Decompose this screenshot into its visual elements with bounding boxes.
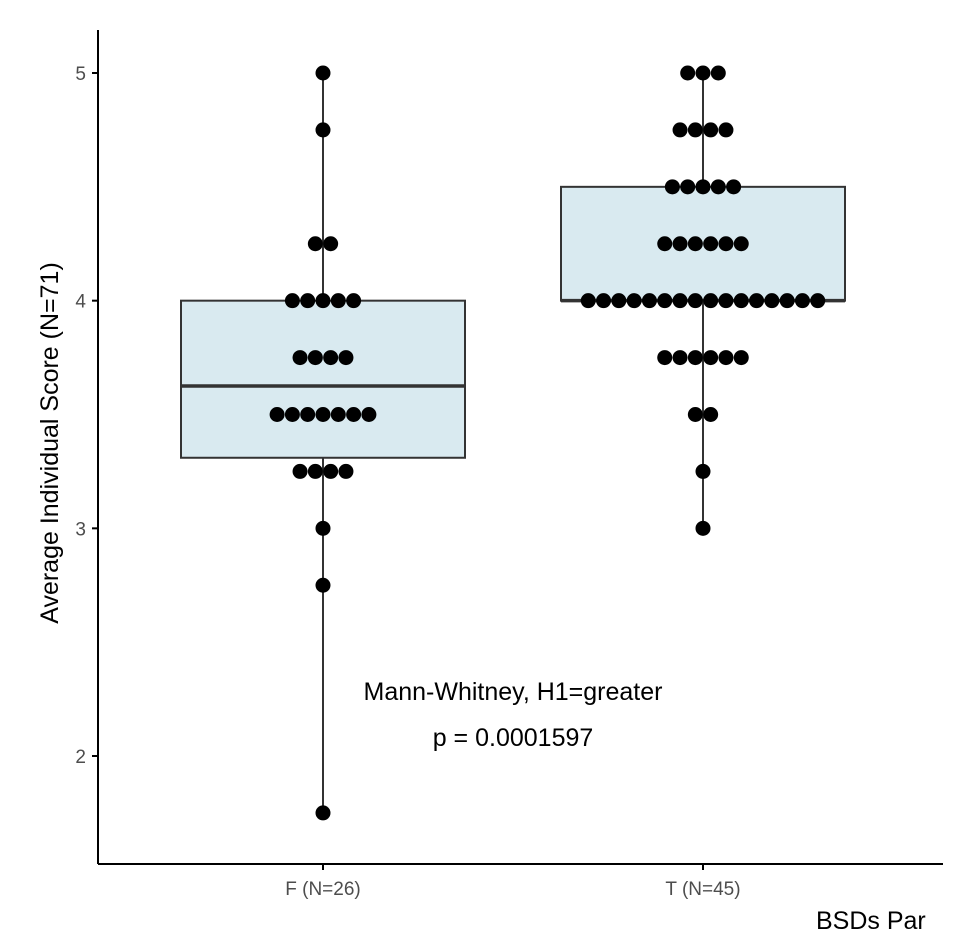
data-point: [657, 293, 673, 309]
box-f: [180, 299, 466, 459]
y-axis-title: Average Individual Score (N=71): [36, 262, 64, 624]
data-point: [703, 236, 719, 252]
data-point: [687, 350, 703, 366]
data-point: [703, 293, 719, 309]
data-point: [641, 293, 657, 309]
data-point: [733, 350, 749, 366]
data-point: [710, 179, 726, 195]
data-point: [680, 65, 696, 81]
data-point: [718, 236, 734, 252]
data-point: [695, 179, 711, 195]
data-point: [323, 463, 339, 479]
data-point: [323, 236, 339, 252]
y-tick-label: 5: [75, 64, 86, 85]
annotation-line-1: Mann-Whitney, H1=greater: [364, 678, 663, 706]
data-point: [307, 236, 323, 252]
y-tick-label: 3: [75, 519, 86, 540]
data-point: [307, 463, 323, 479]
data-point: [680, 179, 696, 195]
data-point: [284, 407, 300, 423]
data-point: [733, 293, 749, 309]
data-point: [726, 179, 742, 195]
data-point: [611, 293, 627, 309]
data-point: [733, 236, 749, 252]
data-point: [338, 350, 354, 366]
y-tick-label: 2: [75, 747, 86, 768]
data-point: [315, 65, 331, 81]
data-point: [718, 350, 734, 366]
data-point: [307, 350, 323, 366]
data-point: [292, 463, 308, 479]
data-point: [695, 520, 711, 536]
dots-layer: [269, 65, 826, 821]
data-point: [672, 122, 688, 138]
data-point: [749, 293, 765, 309]
data-point: [657, 350, 673, 366]
data-point: [330, 293, 346, 309]
data-point: [323, 350, 339, 366]
data-point: [703, 350, 719, 366]
labels-layer: Mann-Whitney, H1=greater p = 0.0001597 B…: [36, 262, 926, 935]
data-point: [695, 463, 711, 479]
data-point: [710, 65, 726, 81]
axes-layer: 2 3 4 5 F (N=26) T (N=45): [75, 30, 943, 900]
data-point: [315, 805, 331, 821]
data-point: [338, 463, 354, 479]
data-point: [695, 65, 711, 81]
data-point: [346, 407, 362, 423]
x-axis-title: BSDs Par: [816, 907, 926, 935]
data-point: [687, 122, 703, 138]
data-point: [315, 407, 331, 423]
annotation-line-2: p = 0.0001597: [433, 724, 594, 752]
data-point: [703, 407, 719, 423]
data-point: [703, 122, 719, 138]
y-tick-label: 4: [75, 292, 86, 313]
data-point: [300, 293, 316, 309]
data-point: [292, 350, 308, 366]
data-point: [361, 407, 377, 423]
data-point: [269, 407, 285, 423]
data-point: [672, 350, 688, 366]
data-point: [687, 236, 703, 252]
data-point: [300, 407, 316, 423]
data-point: [330, 407, 346, 423]
data-point: [687, 407, 703, 423]
data-point: [596, 293, 612, 309]
data-point: [284, 293, 300, 309]
data-point: [687, 293, 703, 309]
data-point: [779, 293, 795, 309]
data-point: [664, 179, 680, 195]
data-point: [315, 122, 331, 138]
x-tick-label: F (N=26): [285, 879, 361, 900]
data-point: [315, 293, 331, 309]
data-point: [315, 520, 331, 536]
data-point: [657, 236, 673, 252]
data-point: [626, 293, 642, 309]
data-point: [718, 293, 734, 309]
data-point: [794, 293, 810, 309]
data-point: [672, 236, 688, 252]
data-point: [346, 293, 362, 309]
data-point: [580, 293, 596, 309]
data-point: [718, 122, 734, 138]
data-point: [810, 293, 826, 309]
data-point: [315, 577, 331, 593]
data-point: [672, 293, 688, 309]
data-point: [764, 293, 780, 309]
x-tick-label: T (N=45): [665, 879, 740, 900]
box-t: [560, 185, 846, 302]
